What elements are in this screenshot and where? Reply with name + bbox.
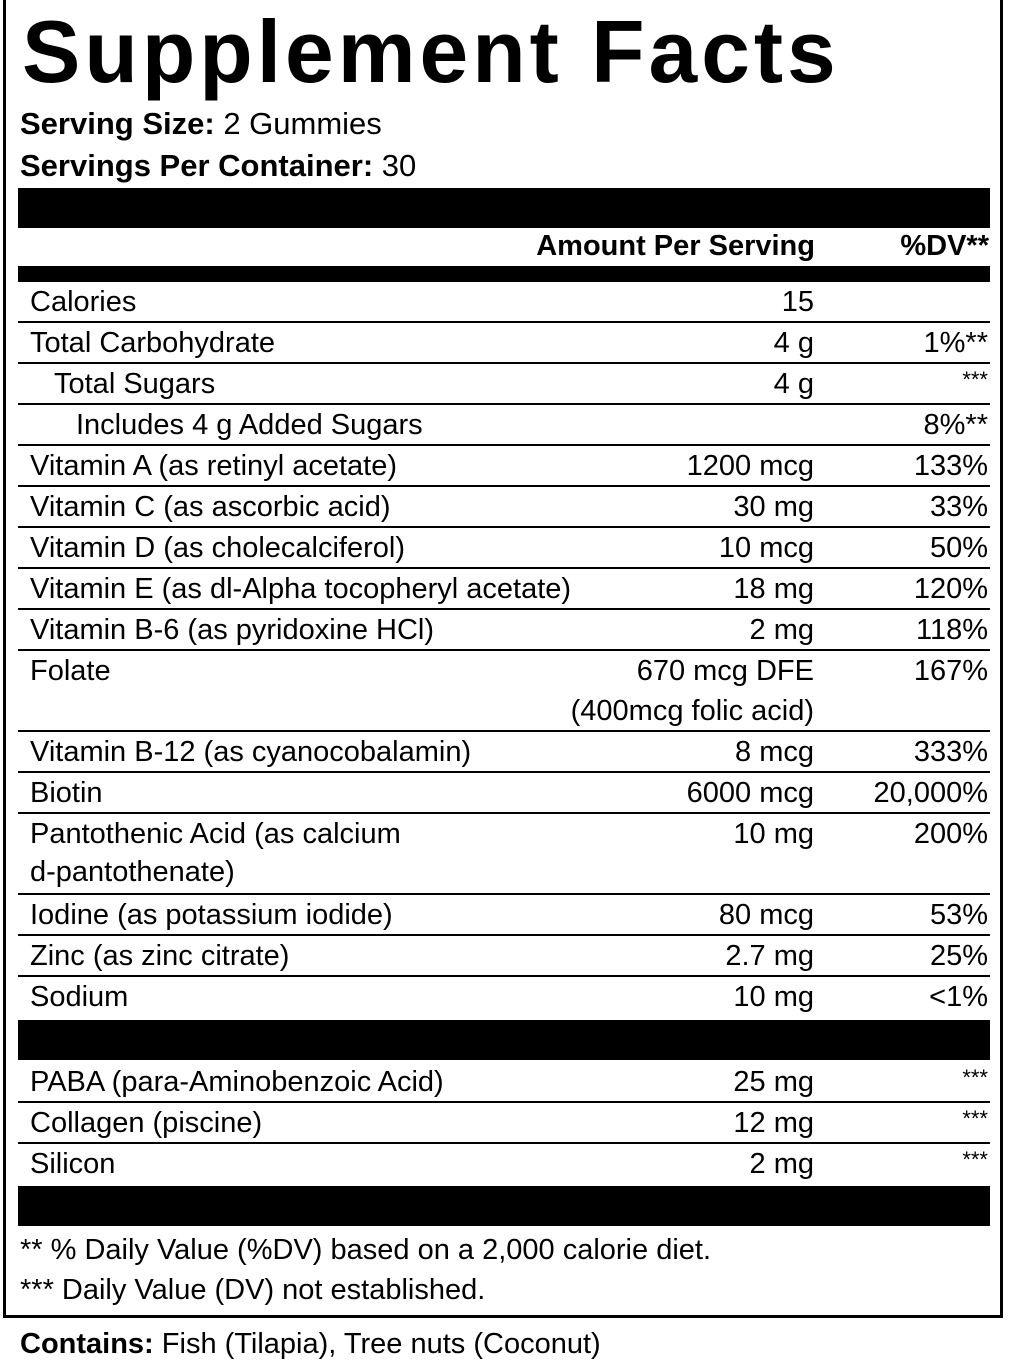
nutrient-name: Calories — [30, 286, 137, 318]
daily-value: 50% — [929, 532, 988, 564]
amount-per-serving: 670 mcg DFE — [636, 655, 814, 687]
daily-value: <1% — [929, 981, 988, 1013]
nutrient-row: Iodine (as potassium iodide) 80 mcg 53% — [18, 895, 990, 936]
amount-per-serving: 12 mg — [733, 1107, 814, 1139]
footnote-dv: ** % Daily Value (%DV) based on a 2,000 … — [20, 1234, 712, 1266]
nutrient-row: Vitamin C (as ascorbic acid) 30 mg 33% — [18, 487, 990, 528]
allergen-statement: Contains: Fish (Tilapia), Tree nuts (Coc… — [20, 1326, 601, 1362]
dv-header: %DV** — [900, 230, 989, 262]
nutrient-name: Vitamin C (as ascorbic acid) — [30, 491, 391, 523]
nutrient-name: PABA (para-Aminobenzoic Acid) — [30, 1066, 444, 1098]
daily-value: 200% — [913, 818, 988, 850]
daily-value: 25% — [929, 940, 988, 972]
nutrient-row: Calories 15 — [18, 282, 990, 323]
thick-divider — [18, 1020, 990, 1060]
amount-per-serving: 80 mcg — [718, 899, 814, 931]
nutrient-row: Includes 4 g Added Sugars 8%** — [18, 405, 990, 446]
amount-per-serving: 2 mg — [749, 614, 814, 646]
daily-value: 167% — [913, 655, 988, 687]
nutrient-name: Sodium — [30, 981, 129, 1013]
daily-value: *** — [962, 1147, 988, 1172]
nutrient-name: Vitamin D (as cholecalciferol) — [30, 532, 405, 564]
nutrient-row: Total Carbohydrate 4 g 1%** — [18, 323, 990, 364]
daily-value: 333% — [913, 736, 988, 768]
servings-value: 30 — [381, 148, 417, 183]
nutrient-name: Silicon — [30, 1148, 116, 1180]
nutrient-name: Iodine (as potassium iodide) — [30, 899, 393, 931]
daily-value: *** — [962, 1106, 988, 1131]
nutrient-row: Total Sugars 4 g *** — [18, 364, 990, 405]
amount-per-serving: 10 mg — [733, 818, 814, 850]
serving-size-label: Serving Size: — [20, 106, 215, 141]
supplement-facts-panel — [3, 0, 1003, 1318]
servings-per-container: Servings Per Container: 30 — [20, 148, 416, 184]
nutrient-row: Vitamin A (as retinyl acetate) 1200 mcg 13… — [18, 446, 990, 487]
daily-value: 53% — [929, 899, 988, 931]
daily-value: *** — [962, 1065, 988, 1090]
panel-title: Supplement Facts — [22, 2, 840, 101]
nutrient-name: Vitamin A (as retinyl acetate) — [30, 450, 397, 482]
daily-value: 8%** — [923, 409, 989, 441]
nutrient-name: Vitamin B-12 (as cyanocobalamin) — [30, 736, 472, 768]
amount-per-serving: 10 mg — [733, 981, 814, 1013]
daily-value: 1%** — [923, 327, 989, 359]
nutrient-name: Collagen (piscine) — [30, 1107, 263, 1139]
amount-per-serving: 18 mg — [733, 573, 814, 605]
daily-value: 133% — [913, 450, 988, 482]
serving-size: Serving Size: 2 Gummies — [20, 106, 382, 142]
amount-per-serving: 2 mg — [749, 1148, 814, 1180]
nutrient-name: Folate — [30, 655, 111, 687]
nutrient-name: Total Carbohydrate — [30, 327, 276, 359]
nutrient-name: Vitamin E (as dl-Alpha tocopheryl acetat… — [30, 573, 572, 605]
amount-per-serving: 4 g — [773, 368, 814, 400]
nutrient-name-continued: d-pantothenate) — [30, 856, 235, 888]
nutrient-row: Vitamin E (as dl-Alpha tocopheryl acetat… — [18, 569, 990, 610]
amount-per-serving: 2.7 mg — [725, 940, 814, 972]
nutrient-name: Zinc (as zinc citrate) — [30, 940, 290, 972]
daily-value: 118% — [915, 614, 988, 646]
daily-value: 20,000% — [873, 777, 989, 809]
nutrient-name: Pantothenic Acid (as calcium — [30, 818, 401, 850]
amount-per-serving: 8 mcg — [735, 736, 814, 768]
amount-per-serving: 10 mcg — [718, 532, 814, 564]
nutrient-name: Includes 4 g Added Sugars — [76, 409, 423, 441]
amount-per-serving: 4 g — [773, 327, 814, 359]
footnote-not-established: *** Daily Value (DV) not established. — [20, 1274, 486, 1306]
nutrient-row: Vitamin B-12 (as cyanocobalamin) 8 mcg 333… — [18, 732, 990, 773]
amount-per-serving: 15 — [781, 286, 814, 318]
serving-size-value: 2 Gummies — [223, 106, 382, 141]
nutrient-row: Sodium 10 mg <1% — [18, 977, 990, 1018]
thick-divider — [18, 1186, 990, 1226]
nutrient-row: Biotin 6000 mcg 20,000% — [18, 773, 990, 814]
contains-label: Contains: — [20, 1328, 154, 1360]
nutrient-row: Folate 670 mcg DFE (400mcg folic acid) 167% — [18, 651, 990, 732]
nutrient-name: Total Sugars — [54, 368, 216, 400]
daily-value: 33% — [929, 491, 988, 523]
amount-per-serving: 6000 mcg — [686, 777, 814, 809]
nutrient-row: Collagen (piscine) 12 mg *** — [18, 1103, 990, 1144]
nutrient-row: PABA (para-Aminobenzoic Acid) 25 mg *** — [18, 1062, 990, 1103]
amount-per-serving-header: Amount Per Serving — [536, 230, 815, 262]
nutrient-row: Zinc (as zinc citrate) 2.7 mg 25% — [18, 936, 990, 977]
thick-divider — [18, 266, 990, 282]
daily-value: 120% — [913, 573, 988, 605]
amount-per-serving: 25 mg — [733, 1066, 814, 1098]
nutrient-row: Silicon 2 mg *** — [18, 1144, 990, 1185]
thick-divider — [18, 188, 990, 228]
nutrient-row: Vitamin B-6 (as pyridoxine HCl) 2 mg 118% — [18, 610, 990, 651]
amount-detail: (400mcg folic acid) — [570, 695, 814, 727]
nutrient-row: Vitamin D (as cholecalciferol) 10 mcg 50% — [18, 528, 990, 569]
nutrient-name: Vitamin B-6 (as pyridoxine HCl) — [30, 614, 434, 646]
servings-label: Servings Per Container: — [20, 148, 374, 183]
daily-value: *** — [962, 367, 988, 392]
contains-value: Fish (Tilapia), Tree nuts (Coconut) — [161, 1328, 601, 1360]
amount-per-serving: 30 mg — [733, 491, 814, 523]
amount-per-serving: 1200 mcg — [686, 450, 814, 482]
nutrient-row: Pantothenic Acid (as calcium d-pantothena… — [18, 814, 990, 895]
nutrient-name: Biotin — [30, 777, 103, 809]
